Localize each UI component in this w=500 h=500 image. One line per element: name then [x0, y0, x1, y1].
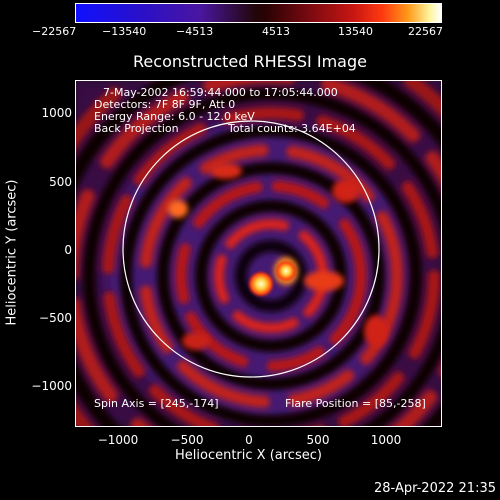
flare-position-text: Flare Position = [85,-258] [285, 397, 426, 410]
y-tick-label: 0 [64, 243, 72, 257]
time-range-text: 7-May-2002 16:59:44.000 to 17:05:44.000 [103, 86, 338, 99]
generation-timestamp: 28-Apr-2022 21:35 [374, 481, 496, 496]
y-tick-label: −1000 [31, 379, 72, 393]
spin-axis-text: Spin Axis = [245,-174] [94, 397, 219, 410]
x-tick-label: −1000 [97, 433, 139, 447]
y-tick-label: 500 [49, 175, 72, 189]
total-counts-text: Total counts: 3.64E+04 [228, 122, 356, 135]
y-axis-label: Heliocentric Y (arcsec) [4, 179, 20, 326]
x-tick-label: 500 [306, 433, 330, 447]
colorbar-tick: 22567 [408, 25, 443, 38]
x-axis-label: Heliocentric X (arcsec) [175, 448, 322, 463]
y-tick-label: −500 [39, 311, 72, 325]
x-tick-label: 0 [245, 433, 253, 447]
x-tick-label: 1000 [370, 433, 402, 447]
plot-title: Reconstructed RHESSI Image [133, 52, 367, 71]
colorbar [75, 3, 442, 23]
colorbar-tick: −4513 [176, 25, 214, 38]
colorbar-tick: −13540 [102, 25, 147, 38]
colorbar-tick: −22567 [32, 25, 77, 38]
rhessi-image-plot [75, 80, 442, 427]
energy-range-text: Energy Range: 6.0 - 12.0 keV [94, 110, 255, 123]
colorbar-tick: 13540 [338, 25, 373, 38]
y-tick-label: 1000 [41, 106, 72, 120]
x-tick-label: −500 [170, 433, 204, 447]
colorbar-tick: 4513 [262, 25, 290, 38]
rhessi-image [76, 81, 441, 426]
detectors-text: Detectors: 7F 8F 9F, Att 0 [94, 98, 236, 111]
method-text: Back Projection [94, 122, 179, 135]
